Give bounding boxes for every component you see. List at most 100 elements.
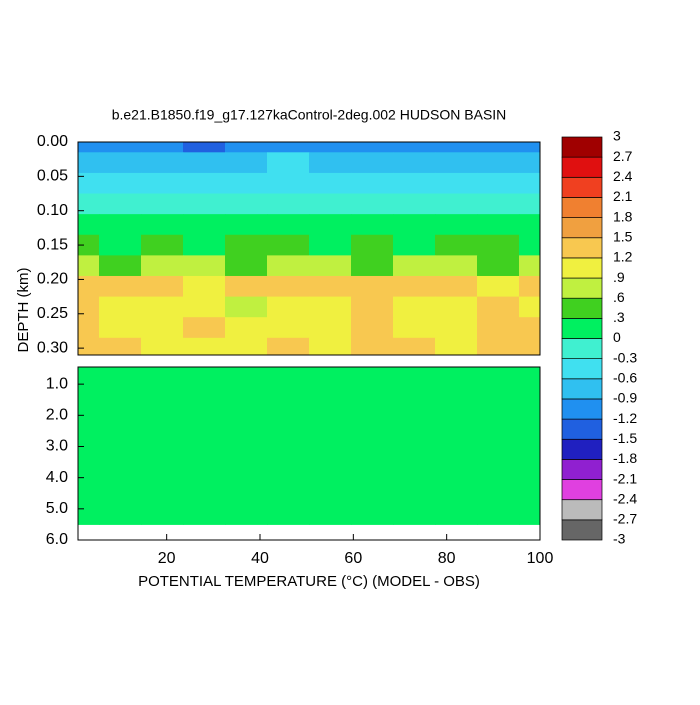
x-tick-label: 80 — [438, 550, 456, 567]
y-tick-label: 3.0 — [46, 438, 68, 455]
contour-cell — [351, 296, 394, 318]
contour-cell — [477, 152, 520, 174]
y-tick-label: 5.0 — [46, 500, 68, 517]
contour-cell — [351, 375, 394, 401]
contour-cell — [351, 399, 394, 432]
contour-cell — [99, 275, 142, 298]
contour-cell — [477, 462, 520, 494]
colorbar-label: -2.4 — [613, 490, 637, 506]
contour-cell — [267, 234, 310, 256]
y-tick-label: 0.20 — [37, 271, 68, 288]
contour-cell — [99, 255, 142, 277]
contour-cell — [435, 275, 478, 298]
contour-cell — [393, 152, 436, 174]
contour-cell — [99, 152, 142, 174]
contour-cell — [183, 142, 226, 153]
contour-cell — [477, 317, 520, 339]
chart-title: b.e21.B1850.f19_g17.127kaControl-2deg.00… — [112, 107, 507, 123]
contour-cell — [183, 193, 226, 215]
contour-cell — [141, 337, 184, 356]
contour-cell — [351, 152, 394, 174]
contour-cell — [99, 430, 142, 463]
y-tick-label: 0.30 — [37, 339, 68, 356]
colorbar-label: -1.8 — [613, 450, 637, 466]
contour-cell — [351, 430, 394, 463]
y-tick-label: 1.0 — [46, 375, 68, 392]
contour-cell — [393, 142, 436, 153]
contour-cell — [99, 317, 142, 339]
contour-cell — [183, 493, 226, 525]
colorbar-swatch — [561, 318, 603, 339]
contour-cell — [141, 317, 184, 339]
contour-cell — [99, 337, 142, 356]
contour-cell — [435, 152, 478, 174]
contour-cell — [351, 337, 394, 356]
contour-cell — [225, 296, 268, 318]
contour-cell — [99, 172, 142, 195]
contour-cell — [393, 493, 436, 525]
contour-cell — [267, 193, 310, 215]
contour-cell — [99, 399, 142, 432]
colorbar-swatch — [561, 136, 603, 158]
contour-cell — [435, 172, 478, 195]
contour-cell — [99, 234, 142, 256]
contour-cell — [309, 255, 352, 277]
colorbar-swatch — [561, 297, 603, 319]
colorbar-swatch — [561, 338, 603, 359]
contour-cell — [351, 317, 394, 339]
colorbar-label: 2.4 — [613, 168, 633, 184]
y-tick-label: 0.25 — [37, 305, 68, 322]
colorbar-label: 1.5 — [613, 228, 633, 244]
contour-cell — [141, 275, 184, 298]
colorbar-swatch — [561, 197, 603, 218]
contour-cell — [78, 172, 100, 195]
contour-cell — [477, 296, 520, 318]
x-tick-label: 20 — [158, 550, 176, 567]
contour-cell — [519, 430, 541, 463]
contour-cell — [393, 172, 436, 195]
contour-cell — [477, 275, 520, 298]
contour-cell — [99, 214, 142, 236]
colorbar-swatch — [561, 257, 603, 279]
plot-frame — [77, 366, 541, 541]
colorbar-label: -0.3 — [613, 349, 637, 365]
contour-cell — [393, 367, 436, 377]
colorbar-label: -1.5 — [613, 430, 637, 446]
contour-cell — [99, 367, 142, 377]
contour-cell — [141, 375, 184, 401]
contour-cell — [519, 152, 541, 174]
contour-cell — [435, 317, 478, 339]
colorbar-swatch — [561, 499, 603, 521]
colorbar-label: 0 — [613, 329, 621, 345]
contour-cell — [267, 399, 310, 432]
colorbar-label: 2.1 — [613, 188, 633, 204]
colorbar-swatch — [561, 459, 603, 480]
contour-cell — [78, 317, 100, 339]
contour-cell — [435, 337, 478, 356]
contour-cell — [435, 255, 478, 277]
contour-cell — [183, 296, 226, 318]
x-axis-label: POTENTIAL TEMPERATURE (°C) (MODEL - OBS) — [138, 573, 480, 590]
contour-cell — [351, 255, 394, 277]
colorbar-swatch — [561, 277, 603, 299]
colorbar-swatch — [561, 438, 603, 460]
x-tick-label: 100 — [527, 550, 554, 567]
contour-cell — [183, 367, 226, 377]
contour-cell — [519, 142, 541, 153]
contour-cell — [225, 275, 268, 298]
contour-cell — [519, 214, 541, 236]
contour-cell — [141, 142, 184, 153]
contour-cell — [99, 296, 142, 318]
contour-cell — [309, 214, 352, 236]
y-tick-label: 4.0 — [46, 469, 68, 486]
contour-cell — [309, 493, 352, 525]
contour-cell — [309, 275, 352, 298]
contour-cell — [309, 430, 352, 463]
contour-cell — [225, 193, 268, 215]
contour-cell — [183, 317, 226, 339]
contour-cell — [393, 214, 436, 236]
contour-cell — [393, 399, 436, 432]
contour-cell — [141, 462, 184, 494]
contour-cell — [183, 172, 226, 195]
contour-cell — [267, 255, 310, 277]
